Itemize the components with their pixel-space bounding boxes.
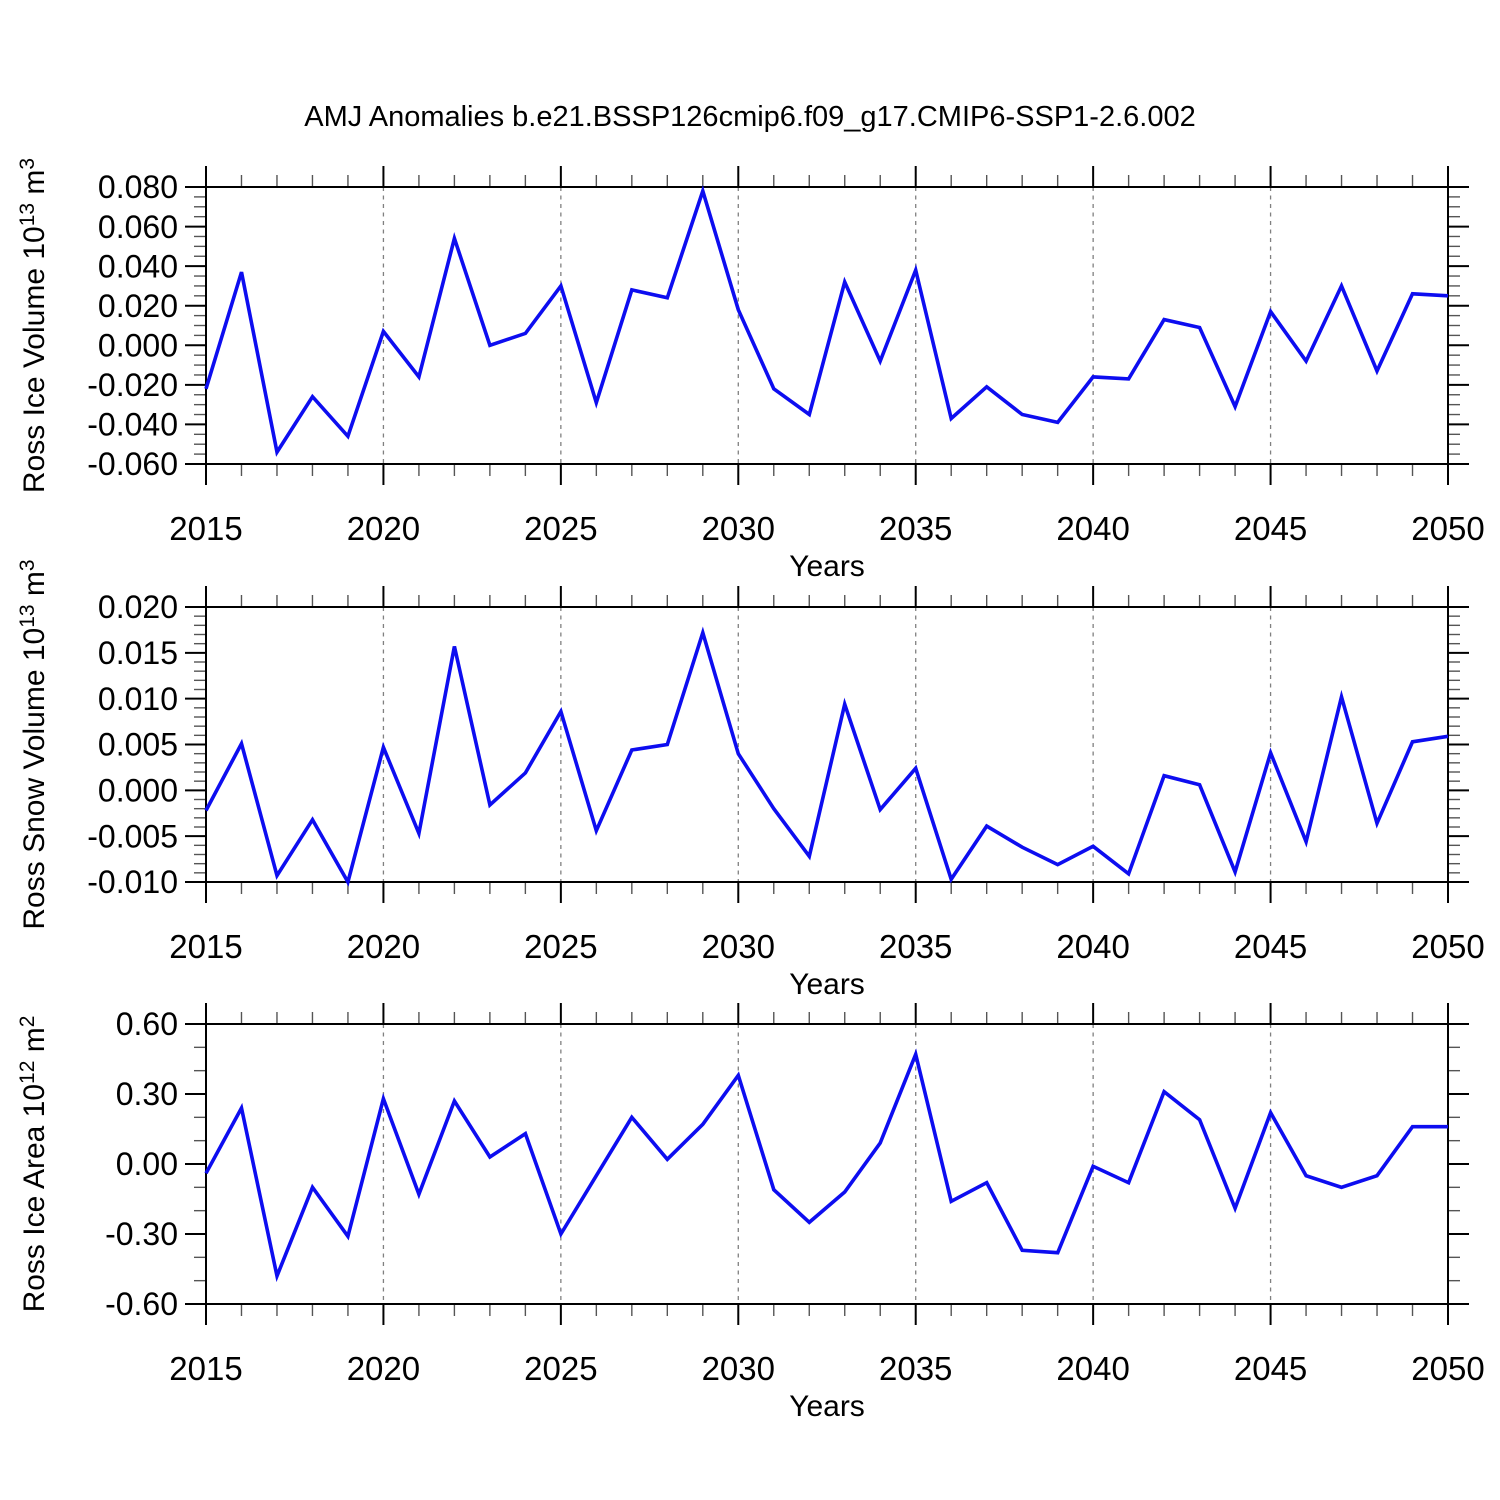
y-tick-label: -0.30 [105, 1216, 178, 1252]
x-tick-label: 2025 [524, 928, 597, 965]
y-tick-label: 0.000 [98, 327, 178, 363]
y-axis-title: Ross Ice Volume 1013 m3 [16, 158, 51, 493]
x-tick-label: 2040 [1056, 928, 1129, 965]
x-tick-label: 2045 [1234, 928, 1307, 965]
y-axis-title: Ross Ice Area 1012 m2 [16, 1016, 51, 1313]
panel-ross-snow-volume: 0.020 0.015 0.010 0.005 0.000 -0.005 -0.010 201… [16, 559, 1485, 1001]
panel-frame [205, 1023, 1449, 1305]
y-tick-label: -0.040 [87, 407, 178, 443]
y-tick-label: -0.005 [87, 818, 178, 854]
x-axis-title: Years [789, 1390, 865, 1423]
y-tick-label: -0.60 [105, 1286, 178, 1322]
y-tick-label: -0.060 [87, 446, 178, 482]
x-tick-label: 2035 [879, 928, 952, 965]
x-tick-label: 2020 [347, 510, 420, 547]
x-tick-label: 2015 [169, 1350, 242, 1387]
x-tick-label: 2030 [702, 1350, 775, 1387]
x-tick-label: 2035 [879, 510, 952, 547]
series-line [204, 185, 1449, 457]
y-tick-label: 0.080 [98, 169, 178, 205]
y-tick-label: 0.005 [98, 727, 178, 763]
y-tick-label: 0.00 [116, 1146, 178, 1182]
x-tick-label: 2020 [347, 1350, 420, 1387]
y-tick-label: 0.015 [98, 635, 178, 671]
y-axis-title: Ross Snow Volume 1013 m3 [16, 559, 51, 929]
x-tick-label: 2050 [1411, 1350, 1484, 1387]
x-tick-label: 2025 [524, 510, 597, 547]
x-axis-title: Years [789, 968, 865, 1001]
y-tick-label: 0.60 [116, 1006, 178, 1042]
y-tick-label: 0.060 [98, 209, 178, 245]
y-tick-label: 0.020 [98, 288, 178, 324]
x-tick-label: 2045 [1234, 510, 1307, 547]
x-tick-label: 2020 [347, 928, 420, 965]
panel-frame [205, 186, 1449, 465]
y-tick-label: 0.010 [98, 681, 178, 717]
series-line [204, 1048, 1448, 1283]
y-tick-label: 0.040 [98, 248, 178, 284]
x-tick-label: 2045 [1234, 1350, 1307, 1387]
x-tick-label: 2015 [169, 510, 242, 547]
x-tick-label: 2050 [1411, 510, 1484, 547]
y-tick-label: 0.000 [98, 773, 178, 809]
x-tick-label: 2040 [1056, 1350, 1129, 1387]
x-tick-label: 2050 [1411, 928, 1484, 965]
y-tick-label: 0.020 [98, 589, 178, 625]
x-tick-label: 2040 [1056, 510, 1129, 547]
y-tick-label: 0.30 [116, 1076, 178, 1112]
y-tick-label: -0.020 [87, 367, 178, 403]
chart-title: AMJ Anomalies b.e21.BSSP126cmip6.f09_g17… [304, 101, 1196, 133]
series-line [204, 626, 1449, 887]
x-tick-label: 2035 [879, 1350, 952, 1387]
x-tick-label: 2030 [702, 510, 775, 547]
y-tick-label: -0.010 [87, 864, 178, 900]
x-axis-title: Years [789, 550, 865, 583]
panel-ross-ice-area: 0.60 0.30 0.00 -0.30 -0.60 2015 2020 2025 2030 20… [16, 1003, 1485, 1423]
panel-frame [205, 606, 1449, 883]
x-tick-label: 2025 [524, 1350, 597, 1387]
x-tick-label: 2015 [169, 928, 242, 965]
x-tick-label: 2030 [702, 928, 775, 965]
